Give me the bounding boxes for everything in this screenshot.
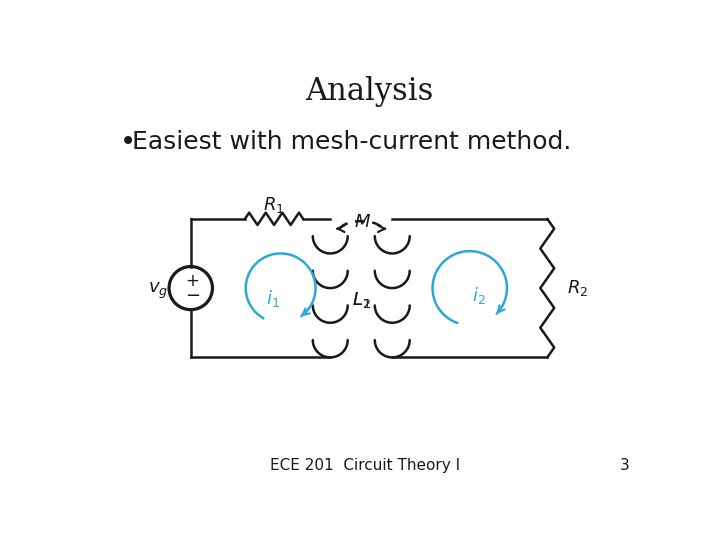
Text: Analysis: Analysis (305, 76, 433, 107)
Text: $L_2$: $L_2$ (352, 289, 371, 309)
Text: $i_1$: $i_1$ (266, 288, 280, 309)
Text: $R_1$: $R_1$ (263, 195, 284, 215)
Text: $i_2$: $i_2$ (472, 285, 486, 306)
Text: +: + (185, 272, 199, 290)
Text: Easiest with mesh-current method.: Easiest with mesh-current method. (132, 130, 571, 154)
Text: ECE 201  Circuit Theory I: ECE 201 Circuit Theory I (270, 458, 460, 472)
Text: $L_1$: $L_1$ (352, 289, 371, 309)
Text: 3: 3 (620, 458, 629, 472)
Text: $v_g$: $v_g$ (148, 281, 168, 301)
Text: −: − (185, 287, 200, 305)
Text: $M$: $M$ (354, 213, 372, 231)
Text: $R_2$: $R_2$ (567, 278, 589, 298)
Text: •: • (120, 128, 135, 156)
